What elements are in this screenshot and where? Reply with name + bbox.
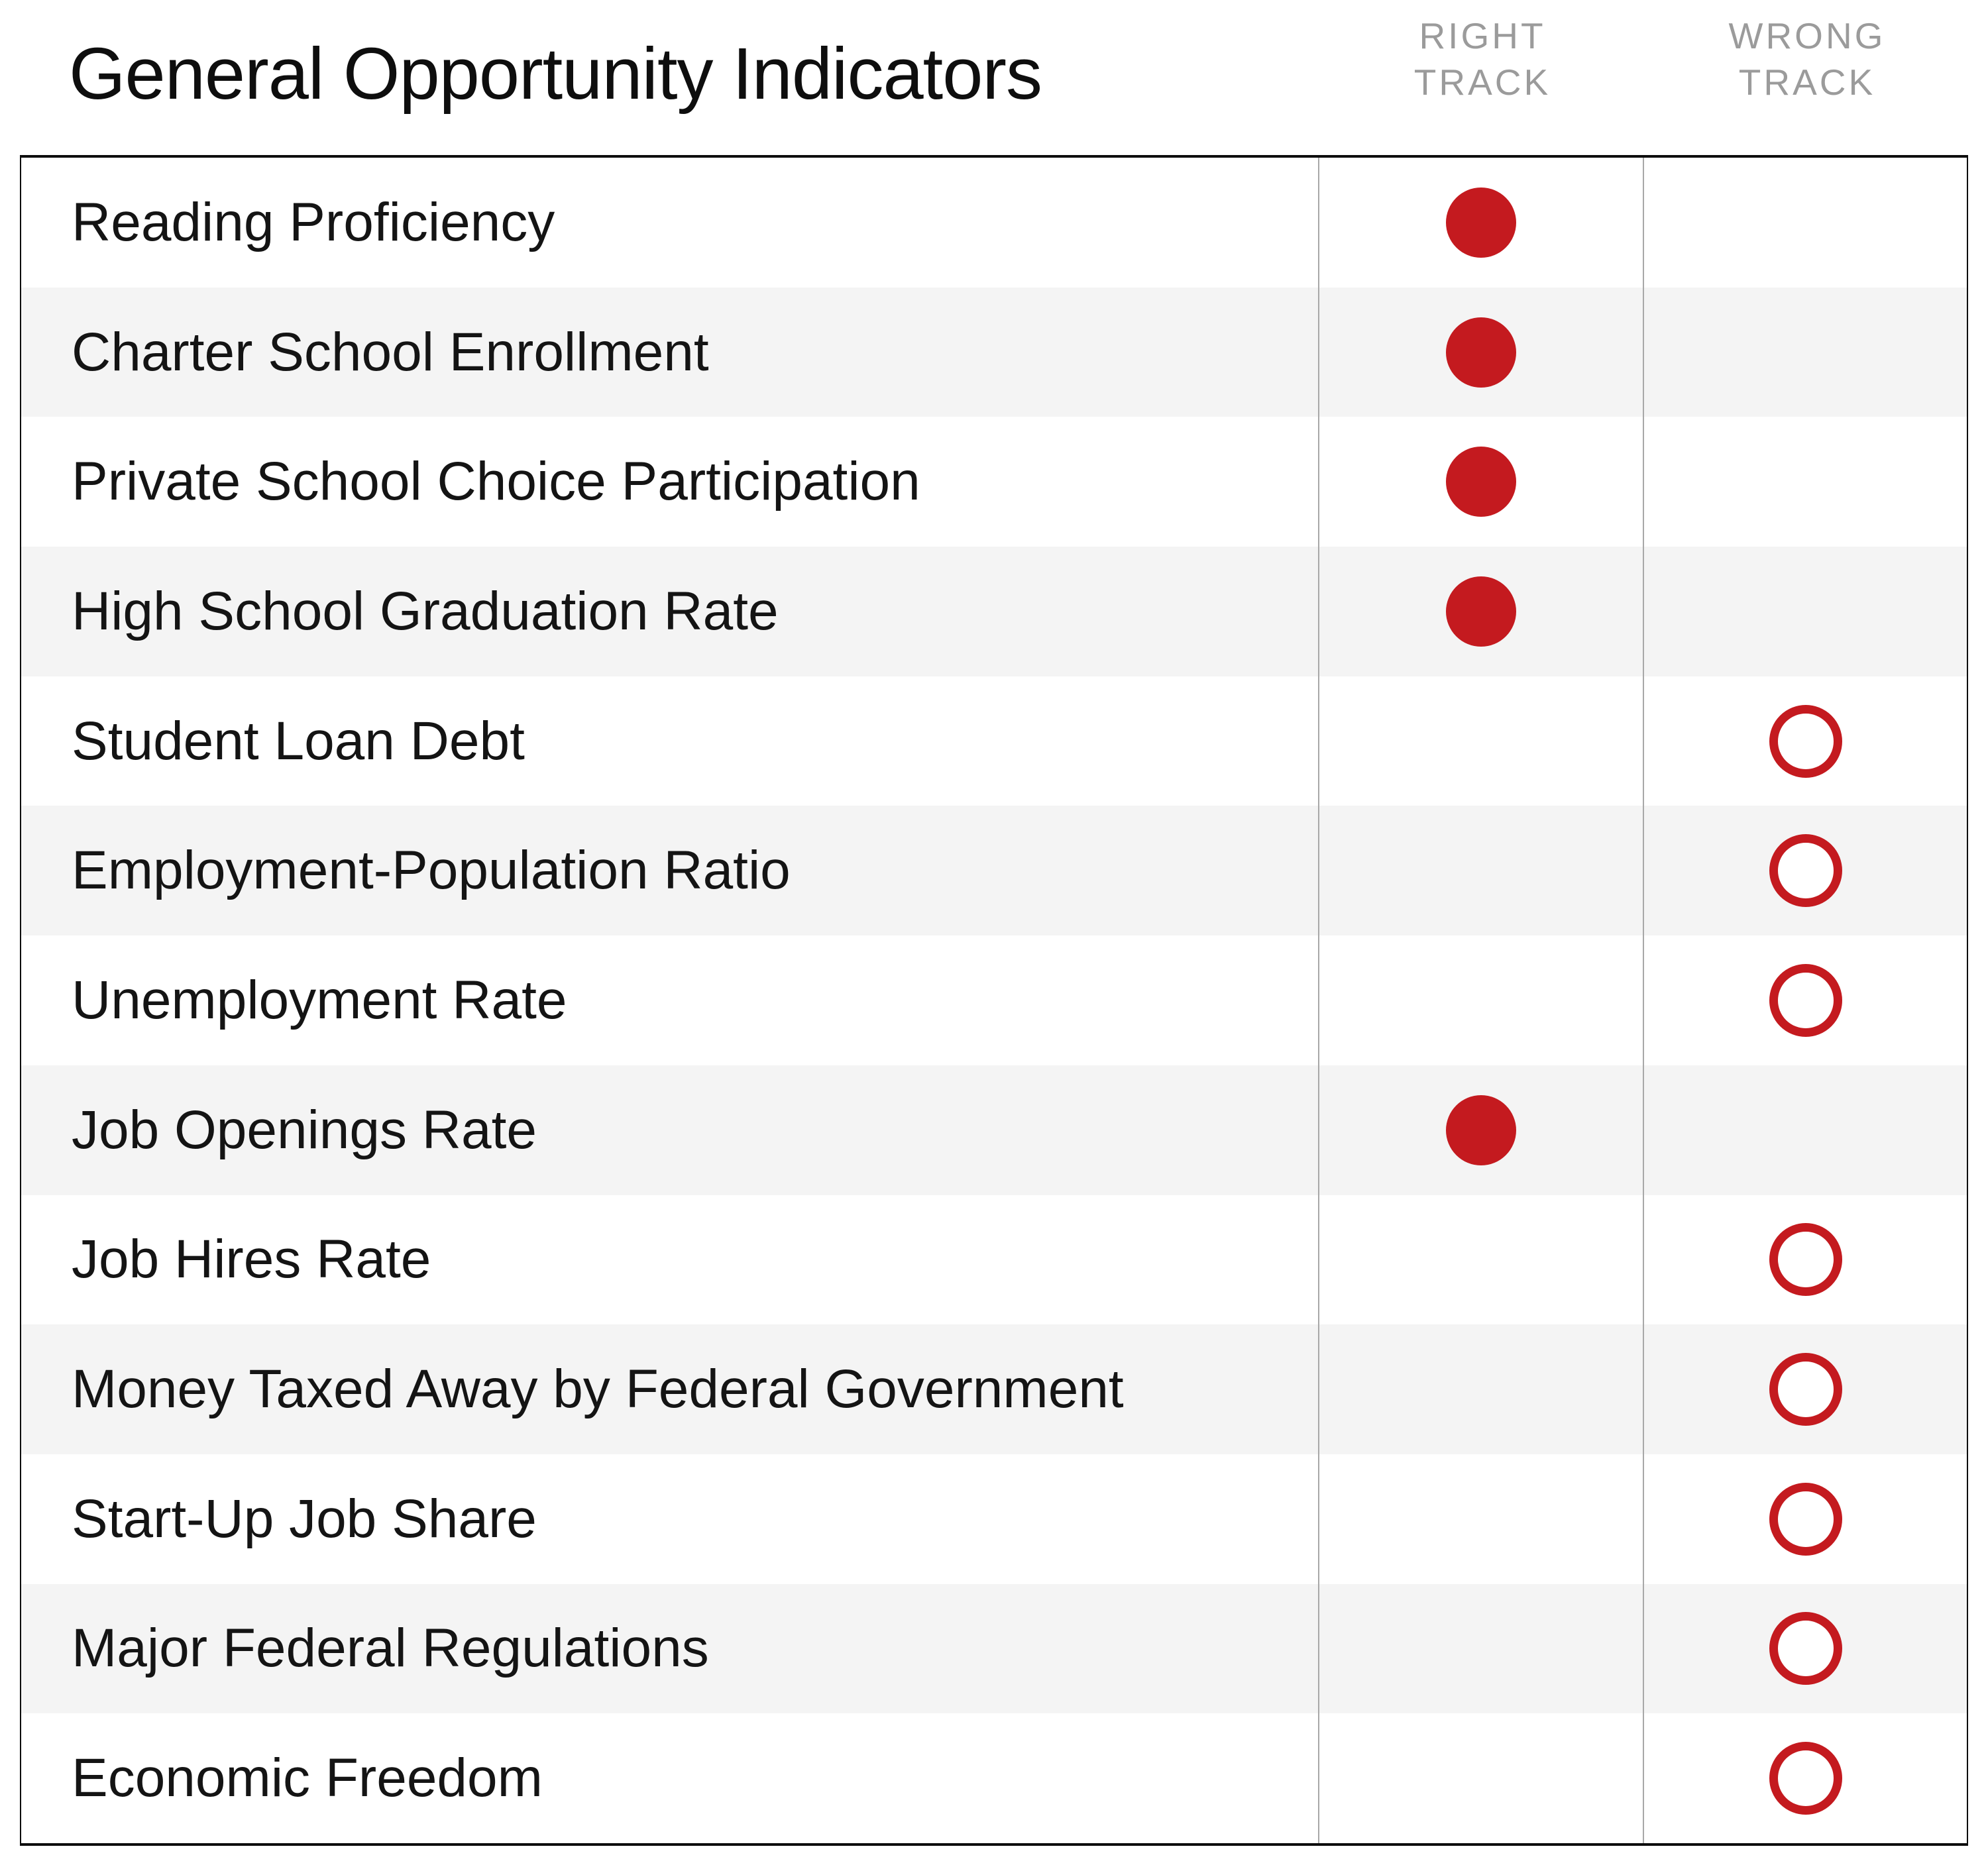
wrong-track-cell bbox=[1643, 158, 1967, 288]
right-track-cell bbox=[1318, 1713, 1643, 1843]
wrong-track-cell bbox=[1643, 1195, 1967, 1325]
column-header-wrong-line2: TRACK bbox=[1738, 61, 1876, 103]
right-track-cell bbox=[1318, 158, 1643, 288]
wrong-track-cell bbox=[1643, 1324, 1967, 1454]
row-label: Job Openings Rate bbox=[72, 1099, 537, 1160]
filled-circle-icon bbox=[1446, 447, 1516, 517]
row-label: Economic Freedom bbox=[72, 1748, 543, 1809]
table-row: Charter School Enrollment bbox=[21, 287, 1967, 417]
right-track-cell bbox=[1318, 1195, 1643, 1325]
row-label: High School Graduation Rate bbox=[72, 580, 779, 641]
indicator-table: Reading Proficiency Charter School Enrol… bbox=[20, 155, 1968, 1846]
wrong-track-cell bbox=[1643, 676, 1967, 806]
row-label: Reading Proficiency bbox=[72, 191, 555, 252]
column-header-right-line1: RIGHT bbox=[1419, 15, 1546, 56]
filled-circle-icon bbox=[1446, 576, 1516, 647]
open-circle-icon bbox=[1769, 1482, 1842, 1556]
filled-circle-icon bbox=[1446, 317, 1516, 388]
table-row: Major Federal Regulations bbox=[21, 1583, 1967, 1714]
wrong-track-cell bbox=[1643, 287, 1967, 417]
table-row: Job Openings Rate bbox=[21, 1065, 1967, 1195]
header-band: General Opportunity Indicators RIGHT TRA… bbox=[0, 0, 1988, 155]
row-label: Money Taxed Away by Federal Government bbox=[72, 1359, 1124, 1420]
table-row: Reading Proficiency bbox=[21, 158, 1967, 288]
table-row: Economic Freedom bbox=[21, 1713, 1967, 1843]
wrong-track-cell bbox=[1643, 547, 1967, 676]
wrong-track-cell bbox=[1643, 417, 1967, 547]
wrong-track-cell bbox=[1643, 1713, 1967, 1843]
open-circle-icon bbox=[1769, 704, 1842, 778]
table-row: Student Loan Debt bbox=[21, 676, 1967, 806]
table-row: Job Hires Rate bbox=[21, 1195, 1967, 1325]
right-track-cell bbox=[1318, 936, 1643, 1065]
table-row: Unemployment Rate bbox=[21, 936, 1967, 1065]
row-label: Start-Up Job Share bbox=[72, 1488, 537, 1549]
row-label: Student Loan Debt bbox=[72, 710, 525, 771]
wrong-track-cell bbox=[1643, 1065, 1967, 1195]
right-track-cell bbox=[1318, 676, 1643, 806]
table-row: High School Graduation Rate bbox=[21, 547, 1967, 676]
open-circle-icon bbox=[1769, 1742, 1842, 1815]
row-label: Charter School Enrollment bbox=[72, 321, 709, 382]
open-circle-icon bbox=[1769, 963, 1842, 1037]
open-circle-icon bbox=[1769, 1223, 1842, 1297]
filled-circle-icon bbox=[1446, 187, 1516, 258]
open-circle-icon bbox=[1769, 834, 1842, 908]
row-label: Employment-Population Ratio bbox=[72, 840, 791, 901]
right-track-cell bbox=[1318, 806, 1643, 936]
right-track-cell bbox=[1318, 1454, 1643, 1584]
table-row: Private School Choice Participation bbox=[21, 417, 1967, 547]
table-row: Employment-Population Ratio bbox=[21, 806, 1967, 936]
open-circle-icon bbox=[1769, 1353, 1842, 1426]
right-track-cell bbox=[1318, 1065, 1643, 1195]
table-row: Money Taxed Away by Federal Government bbox=[21, 1324, 1967, 1454]
column-header-wrong-line1: WRONG bbox=[1728, 15, 1886, 56]
right-track-cell bbox=[1318, 1583, 1643, 1714]
right-track-cell bbox=[1318, 1324, 1643, 1454]
right-track-cell bbox=[1318, 287, 1643, 417]
row-label: Major Federal Regulations bbox=[72, 1618, 709, 1679]
row-label: Private School Choice Participation bbox=[72, 451, 920, 512]
column-header-right-line2: TRACK bbox=[1413, 61, 1551, 103]
wrong-track-cell bbox=[1643, 806, 1967, 936]
wrong-track-cell bbox=[1643, 1583, 1967, 1714]
column-header-right-track: RIGHT TRACK bbox=[1414, 13, 1551, 106]
right-track-cell bbox=[1318, 547, 1643, 676]
right-track-cell bbox=[1318, 417, 1643, 547]
filled-circle-icon bbox=[1446, 1095, 1516, 1165]
wrong-track-cell bbox=[1643, 1454, 1967, 1584]
row-label: Job Hires Rate bbox=[72, 1229, 431, 1290]
table-row: Start-Up Job Share bbox=[21, 1454, 1967, 1584]
open-circle-icon bbox=[1769, 1612, 1842, 1685]
column-header-wrong-track: WRONG TRACK bbox=[1729, 13, 1886, 106]
page-title: General Opportunity Indicators bbox=[69, 33, 1042, 115]
wrong-track-cell bbox=[1643, 936, 1967, 1065]
row-label: Unemployment Rate bbox=[72, 969, 567, 1030]
